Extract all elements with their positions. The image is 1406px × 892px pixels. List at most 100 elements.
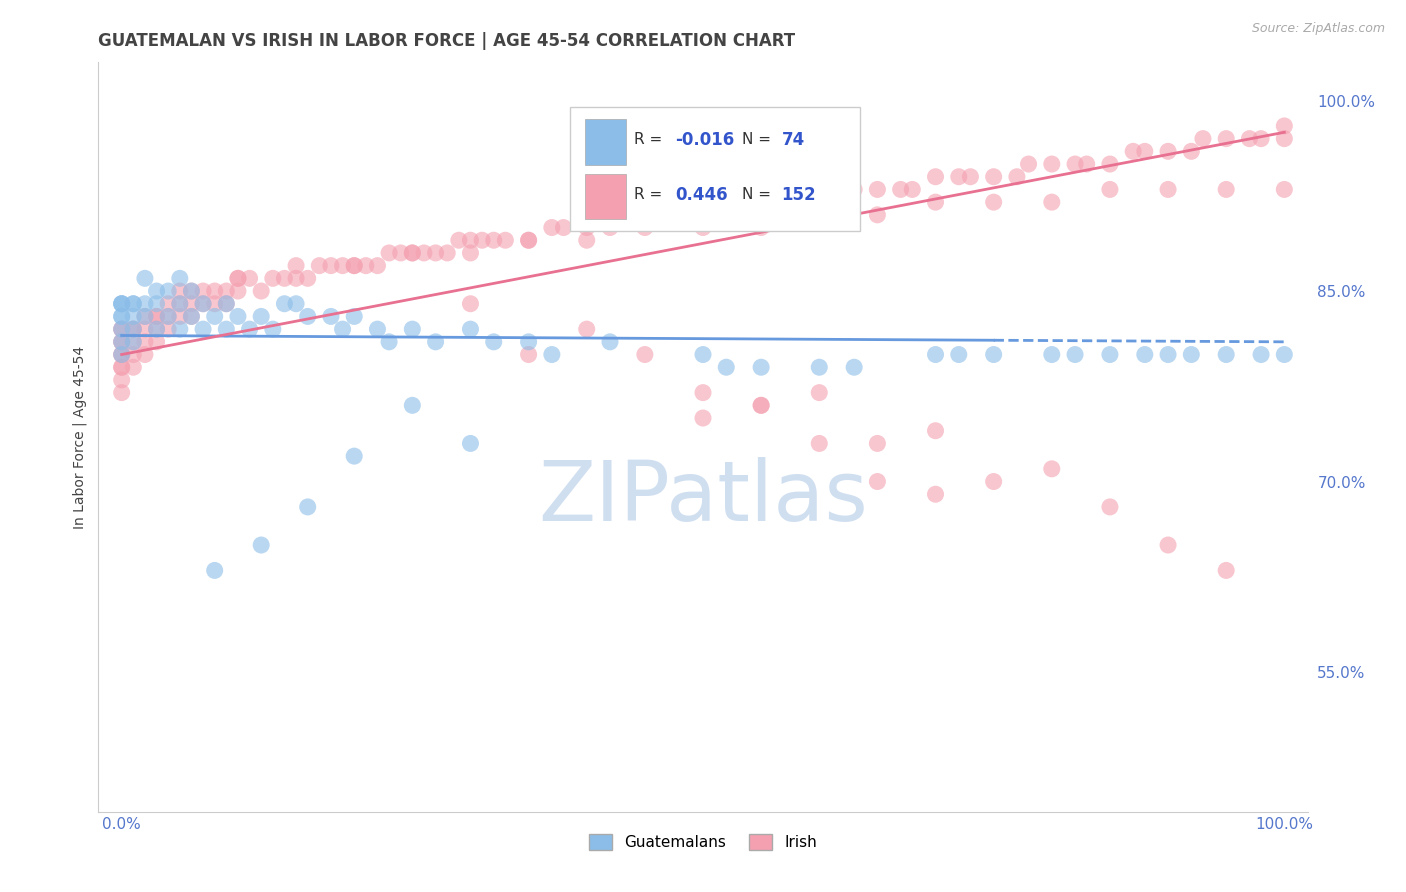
Point [808,436,831,450]
Point [122,347,145,361]
Point [134,322,156,336]
Point [948,169,970,184]
Text: N =: N = [742,187,776,202]
FancyBboxPatch shape [569,107,860,231]
FancyBboxPatch shape [585,119,626,165]
Point [332,259,354,273]
Point [749,195,772,210]
Text: Source: ZipAtlas.com: Source: ZipAtlas.com [1251,22,1385,36]
Legend: Guatemalans, Irish: Guatemalans, Irish [583,829,823,856]
Text: GUATEMALAN VS IRISH IN LABOR FORCE | AGE 45-54 CORRELATION CHART: GUATEMALAN VS IRISH IN LABOR FORCE | AGE… [98,32,796,50]
Point [111,297,134,311]
Point [599,334,621,349]
Point [122,360,145,375]
Point [1180,347,1202,361]
Point [1040,195,1063,210]
Point [111,322,134,336]
Point [1157,145,1180,159]
Point [145,297,167,311]
Point [1180,145,1202,159]
Point [540,220,562,235]
Point [169,297,191,311]
Point [808,208,831,222]
Point [180,310,202,324]
Text: 152: 152 [782,186,817,203]
Point [1272,119,1295,133]
Point [983,475,1005,489]
Point [273,297,295,311]
Point [226,310,249,324]
Text: 0.446: 0.446 [675,186,728,203]
Point [517,233,540,247]
Point [1215,347,1237,361]
Point [111,360,134,375]
Point [844,182,866,196]
Point [145,310,167,324]
Point [831,182,853,196]
Point [645,208,668,222]
Point [319,259,342,273]
Point [122,322,145,336]
Point [436,246,458,260]
Point [517,233,540,247]
Point [401,246,423,260]
Point [134,310,156,324]
Point [169,284,191,298]
Point [122,297,145,311]
Point [180,297,202,311]
Point [332,322,354,336]
Point [250,538,273,552]
Point [343,449,366,463]
Point [716,208,738,222]
Point [111,297,134,311]
Text: N =: N = [742,132,776,147]
Point [575,233,598,247]
Point [924,347,946,361]
Point [1064,347,1087,361]
Point [460,322,482,336]
Point [111,334,134,349]
Text: 74: 74 [782,131,804,149]
Point [134,310,156,324]
Point [413,246,436,260]
Point [471,233,494,247]
Point [447,233,470,247]
Point [343,310,366,324]
Point [122,334,145,349]
Text: -0.016: -0.016 [675,131,734,149]
Point [366,259,388,273]
Point [1239,131,1261,145]
Point [250,284,273,298]
Point [1157,538,1180,552]
Point [191,297,214,311]
Point [1250,131,1272,145]
Point [575,322,598,336]
Point [343,259,366,273]
Point [692,347,714,361]
Point [425,334,447,349]
Point [285,271,308,285]
Point [250,310,273,324]
Point [460,436,482,450]
Point [983,169,1005,184]
Point [749,398,772,412]
Point [111,297,134,311]
Point [262,271,284,285]
Point [1018,157,1040,171]
Point [145,322,167,336]
Point [692,208,714,222]
Point [1157,182,1180,196]
Point [401,322,423,336]
Point [169,271,191,285]
Point [634,347,657,361]
Point [716,360,738,375]
Point [122,334,145,349]
Point [122,297,145,311]
Point [1133,145,1156,159]
Point [134,297,156,311]
Point [354,259,377,273]
Point [111,385,134,400]
Point [1215,131,1237,145]
Point [297,271,319,285]
Point [111,347,134,361]
